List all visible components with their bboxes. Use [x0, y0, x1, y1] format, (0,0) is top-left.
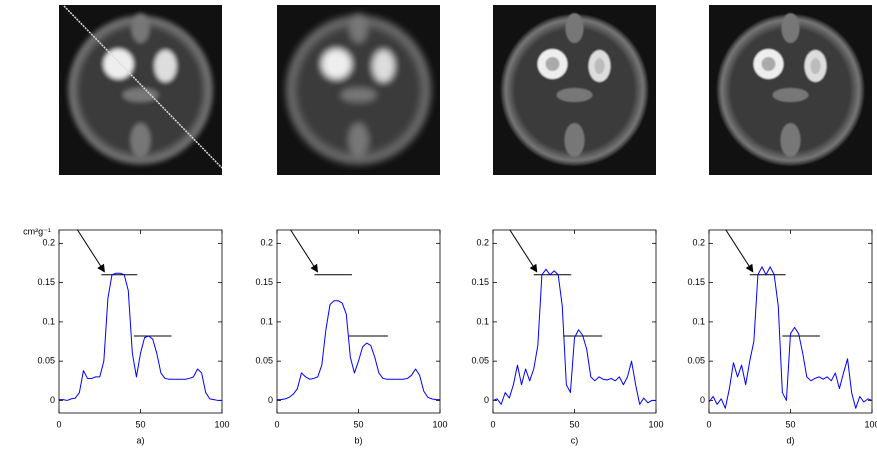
y-tick-label: 0.05 [687, 356, 705, 366]
x-tick-label: 100 [864, 419, 877, 429]
phantom [284, 13, 433, 166]
x-tick-label: 0 [706, 419, 711, 429]
arrow [290, 229, 319, 273]
y-tick-label: 0.1 [692, 316, 705, 326]
phantom-image [709, 5, 872, 175]
y-tick-label: 0.15 [255, 277, 273, 287]
y-axis-label: cm²g⁻¹ [23, 226, 51, 236]
disk-left [103, 49, 134, 79]
disk-right [154, 50, 177, 82]
ellipse-mid [122, 88, 159, 102]
y-tick-label: 0.15 [37, 277, 55, 287]
x-tick-label: 100 [214, 419, 229, 429]
disk-ring [810, 58, 821, 74]
arrow [76, 229, 105, 273]
y-tick-label: 0 [700, 395, 705, 405]
plot-frame [276, 229, 441, 414]
ellipse-bottom [780, 123, 801, 157]
ellipse-bottom [348, 123, 369, 157]
y-tick-label: 0 [268, 395, 273, 405]
y-tick-label: 0 [50, 395, 55, 405]
ellipse-bottom [130, 123, 151, 157]
disk-ring [594, 58, 605, 74]
y-tick-label: 0.2 [260, 238, 273, 248]
ellipse-mid [772, 88, 809, 102]
phantom [66, 13, 215, 166]
data-line [492, 268, 656, 405]
x-tick-label: 100 [648, 419, 663, 429]
arrow [725, 229, 754, 273]
disk-ring [761, 57, 776, 71]
panel-label: a) [136, 435, 144, 445]
x-tick-label: 50 [353, 419, 363, 429]
y-tick-label: 0.2 [42, 238, 55, 248]
ellipse-top [349, 13, 368, 43]
x-tick-label: 0 [274, 419, 279, 429]
plot: 0 0.05 0.1 0.15 0.2 0 50 100 c) [471, 229, 664, 445]
data-line [708, 266, 873, 409]
y-tick-label: 0.15 [471, 277, 489, 287]
panel-label: d) [786, 435, 794, 445]
arrow [509, 229, 538, 273]
phantom [500, 13, 649, 166]
plot: 0 0.05 0.1 0.15 0.2 0 50 100 a) cm²g⁻¹ [23, 226, 229, 445]
ellipse-mid [340, 88, 377, 102]
plot-frame [708, 229, 873, 414]
ellipse-top [781, 13, 800, 43]
phantom [716, 13, 865, 166]
ellipse-bottom [564, 123, 585, 157]
ellipse-mid [556, 88, 593, 102]
y-tick-label: 0 [484, 395, 489, 405]
phantom-image [59, 5, 223, 175]
ellipse-top [565, 13, 584, 43]
y-tick-label: 0.1 [260, 316, 273, 326]
y-tick-label: 0.2 [692, 238, 705, 248]
plot-frame [492, 229, 657, 414]
phantom-image [277, 5, 440, 175]
x-tick-label: 50 [569, 419, 579, 429]
x-tick-label: 50 [785, 419, 795, 429]
profile-line [63, 5, 223, 169]
phantom-image [493, 5, 656, 175]
y-tick-label: 0.2 [476, 238, 489, 248]
x-tick-label: 0 [490, 419, 495, 429]
data-line [59, 272, 222, 401]
panel-label: c) [571, 435, 579, 445]
x-tick-label: 100 [432, 419, 447, 429]
disk-ring [545, 57, 560, 71]
y-tick-label: 0.05 [471, 356, 489, 366]
x-tick-label: 0 [56, 419, 61, 429]
disk-right [372, 50, 395, 82]
plot: 0 0.05 0.1 0.15 0.2 0 50 100 b) [255, 229, 448, 445]
plot-frame [58, 229, 223, 414]
y-tick-label: 0.1 [42, 316, 55, 326]
x-tick-label: 50 [135, 419, 145, 429]
disk-left [321, 49, 352, 79]
y-tick-label: 0.05 [255, 356, 273, 366]
data-line [277, 300, 440, 401]
panel-label: b) [354, 435, 362, 445]
plot: 0 0.05 0.1 0.15 0.2 0 50 100 d) [687, 229, 877, 445]
ellipse-top [131, 13, 150, 43]
y-tick-label: 0.1 [476, 316, 489, 326]
y-tick-label: 0.05 [37, 356, 55, 366]
y-tick-label: 0.15 [687, 277, 705, 287]
